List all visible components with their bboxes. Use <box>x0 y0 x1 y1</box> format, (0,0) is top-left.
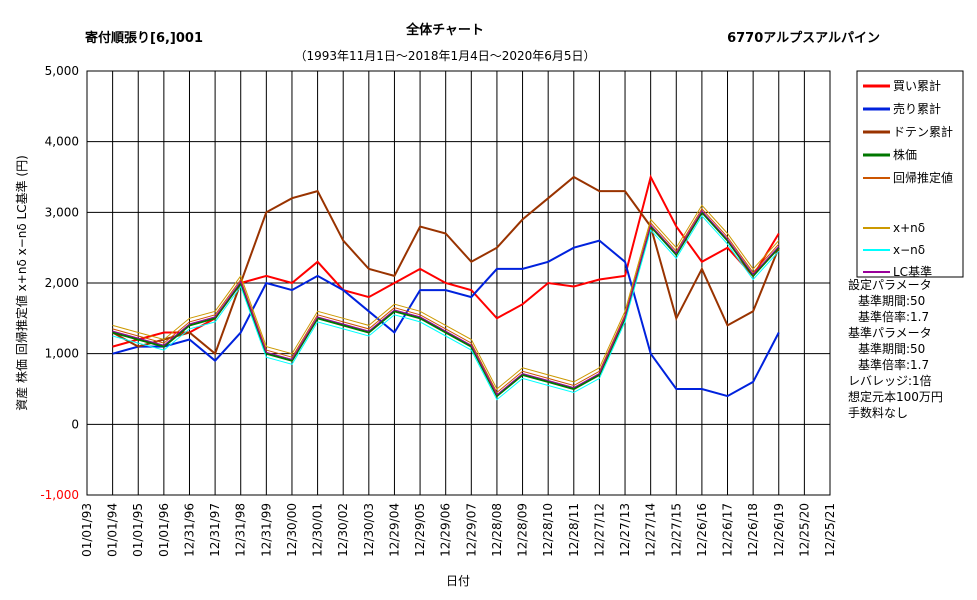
series-line <box>112 215 780 401</box>
legend-box <box>856 70 964 278</box>
x-tick-label: 12/25/21 <box>823 503 837 557</box>
x-tick-label: 12/26/18 <box>746 503 760 557</box>
note: 基準倍率:1.7 <box>858 309 929 324</box>
note: 手数料なし <box>848 405 908 420</box>
x-tick-label: 12/30/02 <box>336 503 350 557</box>
legend-label: LC基準 <box>893 264 932 279</box>
note: 基準パラメータ <box>848 325 932 340</box>
x-tick-label: 12/25/20 <box>797 503 811 557</box>
series-line <box>112 204 780 390</box>
x-tick-label: 12/30/03 <box>362 503 376 557</box>
y-tick-label: 5,000 <box>45 64 79 78</box>
legend-label: x+nδ <box>893 221 925 235</box>
legend-label: 株価 <box>893 147 917 162</box>
legend-label: 回帰推定値 <box>893 170 953 185</box>
x-tick-label: 12/26/19 <box>772 503 786 557</box>
x-tick-label: 12/29/04 <box>387 503 401 557</box>
series-line <box>112 210 780 396</box>
series-line <box>112 210 780 398</box>
x-tick-label: 12/28/09 <box>516 503 530 557</box>
x-tick-label: 01/01/95 <box>131 503 145 557</box>
x-tick-label: 12/30/00 <box>285 503 299 557</box>
series-line <box>112 239 780 398</box>
y-tick-label: -1,000 <box>40 488 79 502</box>
x-axis-label: 日付 <box>446 574 470 588</box>
x-tick-label: 12/29/07 <box>464 503 478 557</box>
series-line <box>112 175 780 356</box>
x-tick-label: 12/27/15 <box>669 503 683 557</box>
x-tick-label: 12/26/17 <box>721 503 735 557</box>
series-line <box>112 207 780 394</box>
y-axis-label: 資産 株価 回帰推定値 x+nδ x−nδ LC基準 (円) <box>14 155 29 411</box>
y-tick-label: 1,000 <box>45 347 79 361</box>
x-tick-label: 12/31/99 <box>259 503 273 557</box>
x-tick-label: 12/31/97 <box>208 503 222 557</box>
x-tick-label: 12/28/11 <box>567 503 581 557</box>
legend-label: x−nδ <box>893 243 925 257</box>
x-tick-label: 12/28/10 <box>541 503 555 557</box>
x-tick-label: 01/01/94 <box>106 503 120 557</box>
x-tick-label: 12/31/98 <box>234 503 248 557</box>
note: レバレッジ:1倍 <box>848 373 932 388</box>
chart-title: 全体チャート <box>405 22 484 38</box>
x-tick-label: 12/30/01 <box>311 503 325 557</box>
legend-label: 売り累計 <box>893 101 941 116</box>
note: 想定元本100万円 <box>848 389 943 404</box>
note: 基準倍率:1.7 <box>858 357 929 372</box>
note: 基準期間:50 <box>858 341 925 356</box>
right-title: 6770アルプスアルパイン <box>727 31 880 46</box>
x-tick-label: 01/01/93 <box>80 503 94 557</box>
x-tick-label: 12/27/12 <box>592 503 606 557</box>
x-tick-label: 01/01/96 <box>157 503 171 557</box>
left-title: 寄付順張り[6,]001 <box>85 30 203 46</box>
y-tick-label: 3,000 <box>45 205 79 219</box>
x-tick-label: 12/29/05 <box>413 503 427 557</box>
subtitle: （1993年11月1日～2018年1月4日～2020年6月5日） <box>294 49 595 63</box>
x-tick-label: 12/29/06 <box>439 503 453 557</box>
legend-label: ドテン累計 <box>893 124 953 139</box>
note: 基準期間:50 <box>858 293 925 308</box>
legend-label: 買い累計 <box>893 78 941 93</box>
y-tick-label: 0 <box>71 417 79 431</box>
note: 設定パラメータ <box>848 277 932 292</box>
x-tick-label: 12/27/13 <box>618 503 632 557</box>
x-tick-label: 12/31/96 <box>182 503 196 557</box>
x-tick-label: 12/28/08 <box>490 503 504 557</box>
x-tick-label: 12/27/14 <box>644 503 658 557</box>
x-tick-label: 12/26/16 <box>695 503 709 557</box>
y-tick-label: 4,000 <box>45 135 79 149</box>
y-tick-label: 2,000 <box>45 276 79 290</box>
